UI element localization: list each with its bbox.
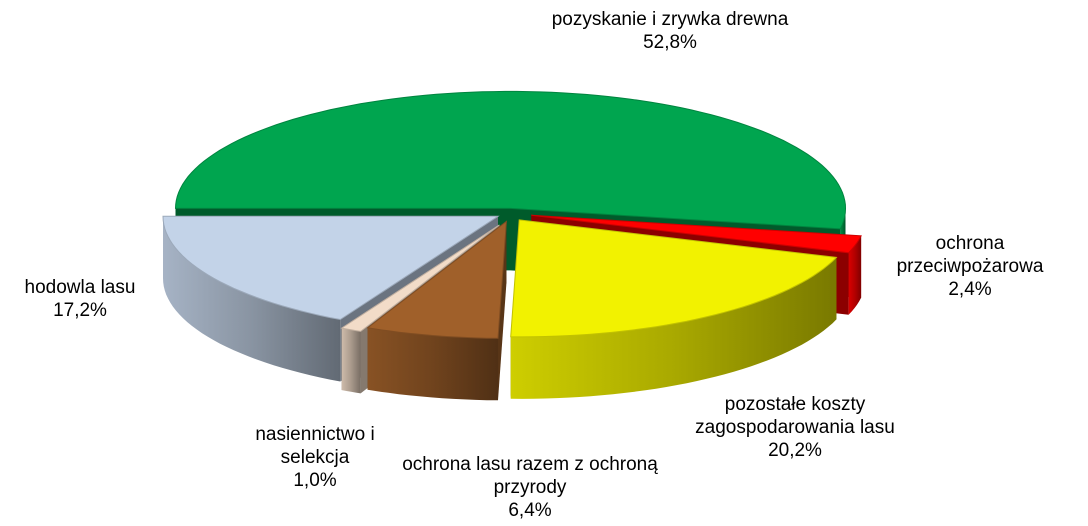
slice-top xyxy=(366,220,507,339)
slice-label: nasiennictwo i selekcja 1,0% xyxy=(230,423,400,492)
value-label: 17,2% xyxy=(53,300,107,321)
slice-top xyxy=(510,219,838,338)
value-label: 52,8% xyxy=(643,32,697,53)
slice-top xyxy=(531,214,862,254)
slice-side xyxy=(341,328,361,394)
slice-side xyxy=(163,216,341,382)
slice-top xyxy=(174,90,847,230)
value-label: 20,2% xyxy=(768,440,822,461)
value-label: 1,0% xyxy=(293,470,337,491)
slice-label: pozostałe koszty zagospodarowania lasu 20… xyxy=(690,393,900,462)
slice-top xyxy=(162,215,500,321)
slice-label: pozyskanie i zrywka drewna 52,8% xyxy=(550,8,790,54)
value-label: 2,4% xyxy=(948,279,992,300)
slice-label: hodowla lasu 17,2% xyxy=(0,276,160,322)
category-label: ochrona lasu razem z ochroną przyrody xyxy=(402,454,658,498)
slice-label: ochrona przeciwpożarowa 2,4% xyxy=(885,232,1055,301)
category-label: pozyskanie i zrywka drewna xyxy=(551,9,789,30)
slice-side xyxy=(510,257,837,399)
slice-top xyxy=(340,224,500,332)
slice-label: ochrona lasu razem z ochroną przyrody 6,4… xyxy=(400,453,660,522)
category-label: pozostałe koszty zagospodarowania lasu xyxy=(695,394,895,438)
value-label: 6,4% xyxy=(508,500,552,521)
category-label: hodowla lasu xyxy=(24,277,136,298)
slice-side xyxy=(848,235,862,315)
slice-side xyxy=(367,327,498,401)
category-label: nasiennictwo i selekcja xyxy=(255,424,375,468)
category-label: ochrona przeciwpożarowa xyxy=(896,233,1044,277)
